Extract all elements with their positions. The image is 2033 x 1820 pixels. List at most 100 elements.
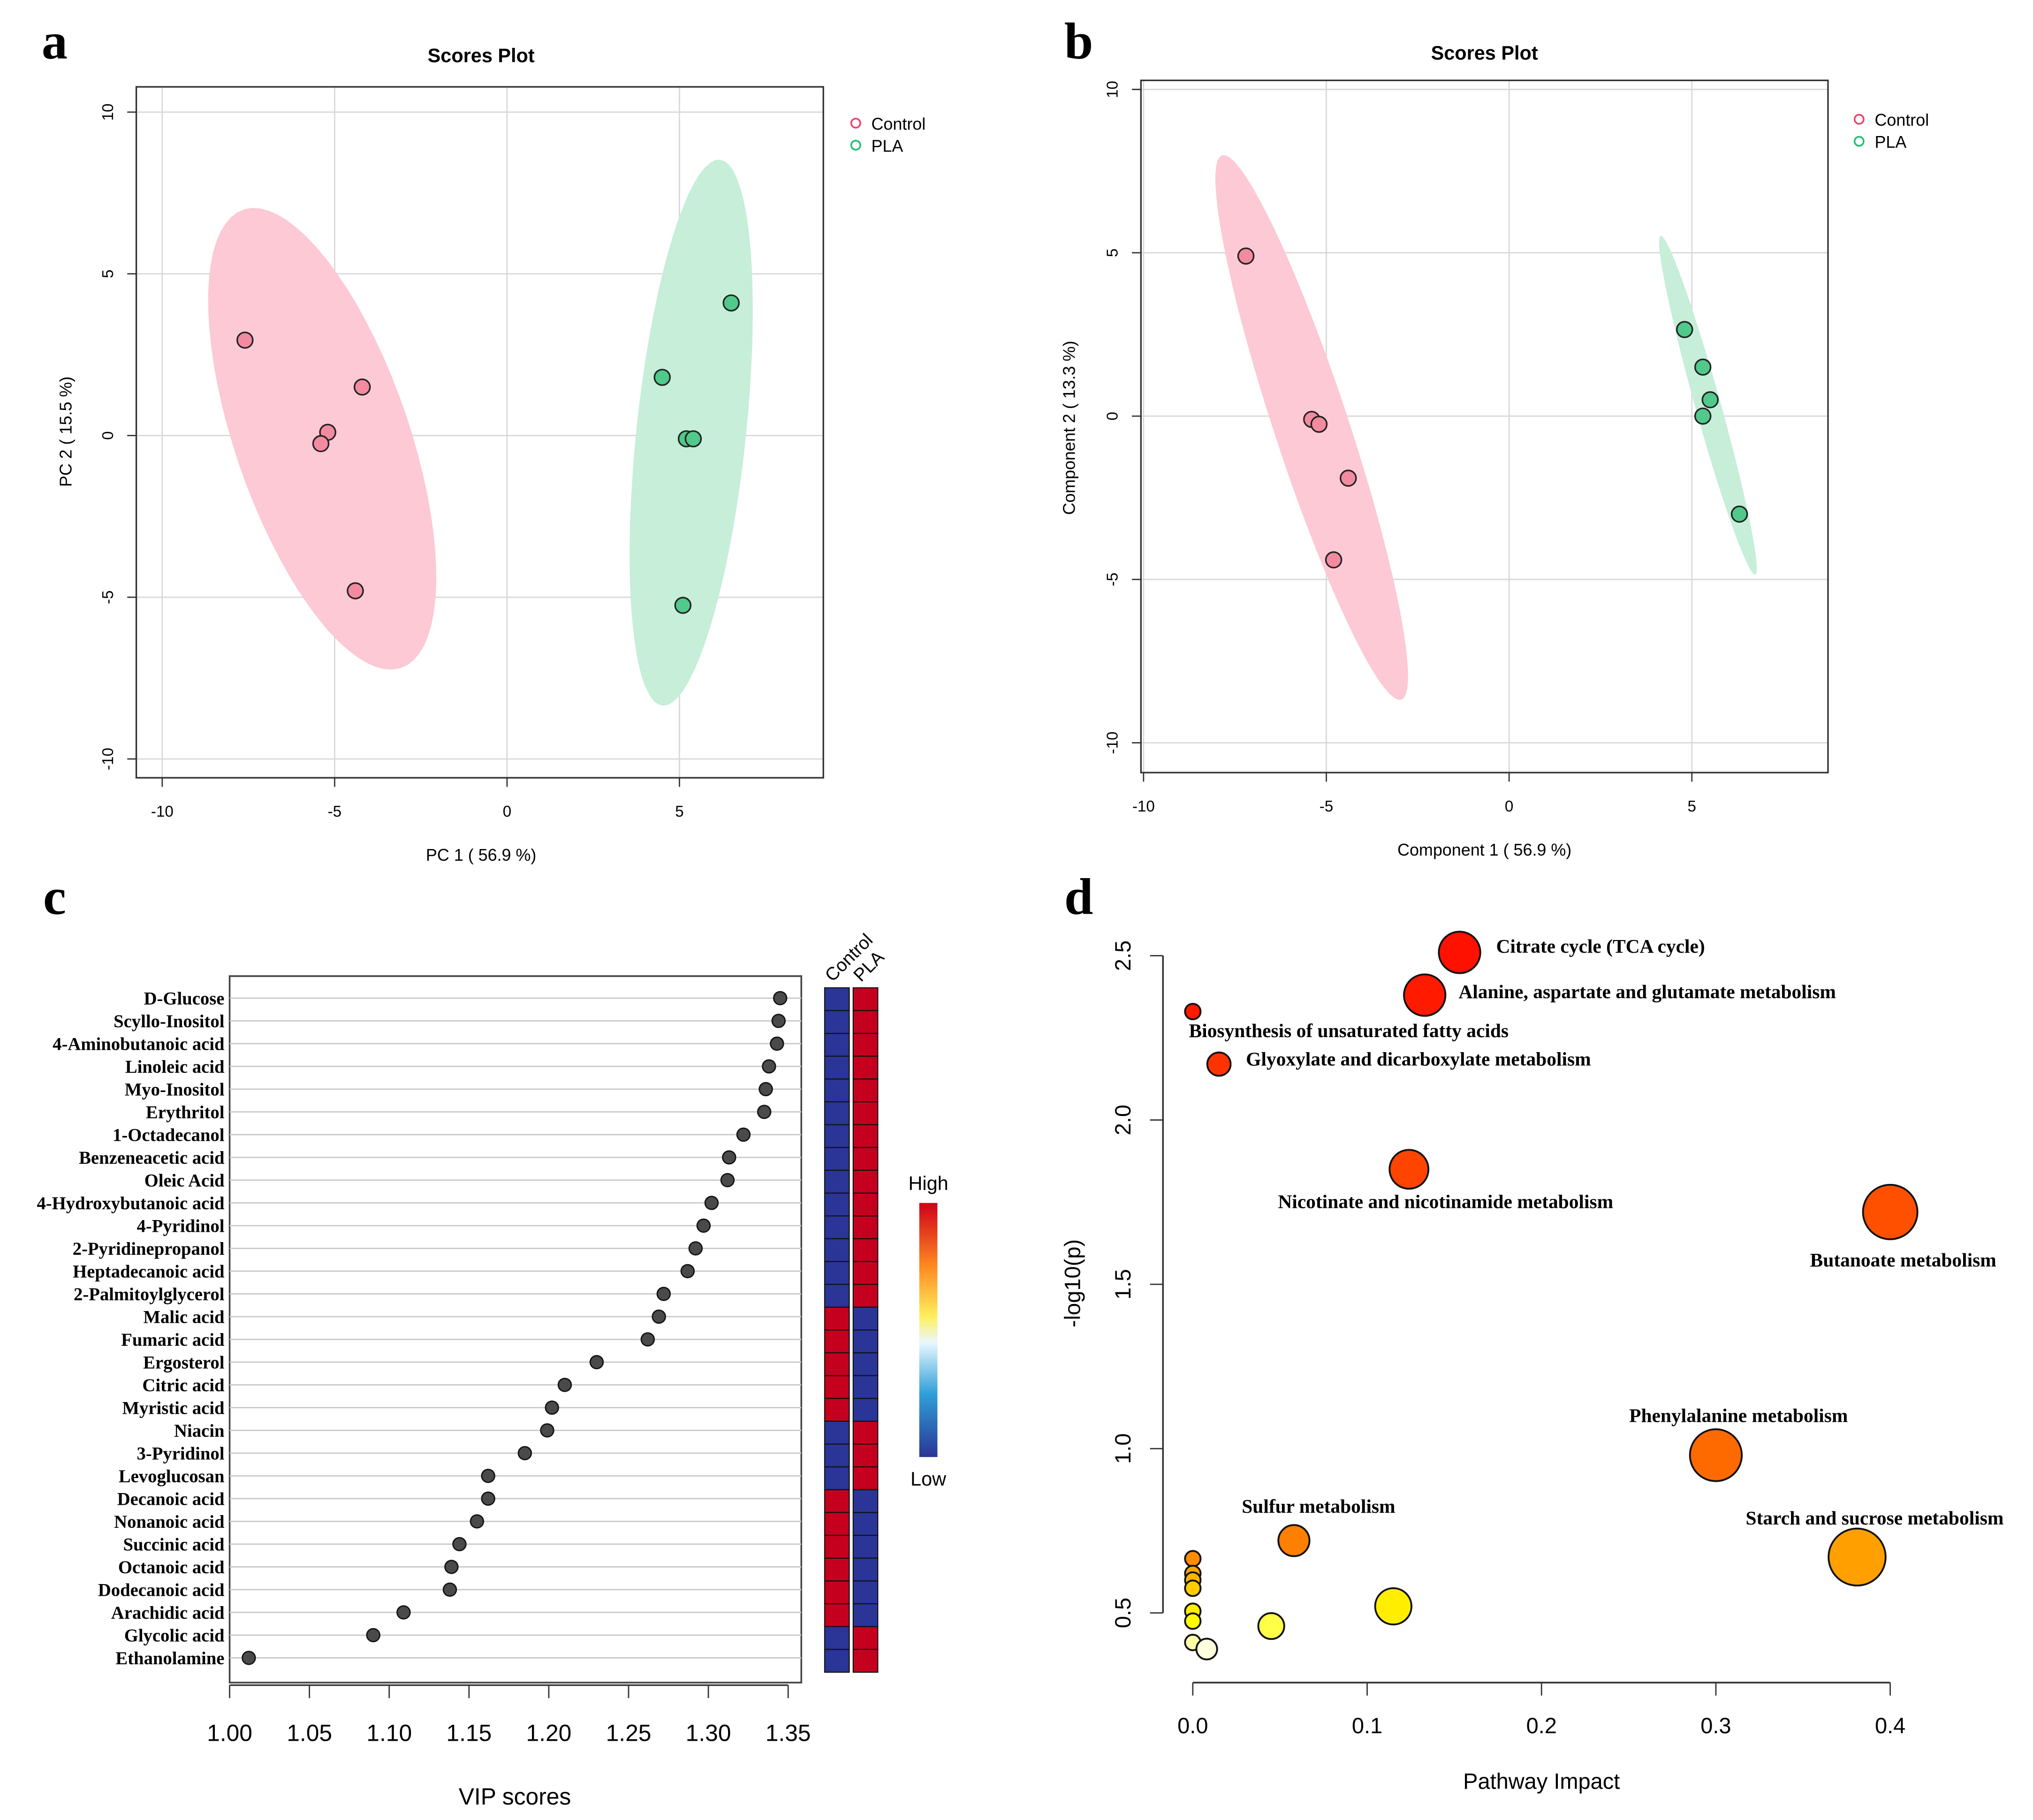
y-tick-label: 0	[99, 431, 117, 440]
heatmap-cell	[852, 1398, 879, 1422]
data-point-control	[353, 378, 371, 396]
pathway-bubble	[1438, 931, 1481, 974]
metabolite-label: Octanoic acid	[118, 1558, 225, 1577]
heatmap-cell	[824, 1649, 850, 1673]
y-axis-label: PC 2 ( 15.5 %)	[56, 377, 75, 487]
heatmap-cell	[852, 1238, 879, 1262]
pathway-bubble	[1184, 1002, 1202, 1021]
y-tick-label: 10	[99, 104, 117, 121]
pathway-bubble	[1689, 1428, 1743, 1482]
metabolite-label: Scyllo-Inositol	[114, 1012, 225, 1031]
heatmap-cell	[824, 1032, 850, 1057]
legend-label-pla: PLA	[871, 136, 903, 155]
heatmap-cell	[852, 1329, 879, 1354]
x-tick-label: 1.00	[207, 1720, 252, 1746]
x-tick-label: 0.3	[1700, 1713, 1731, 1738]
x-tick-label: -10	[1132, 798, 1155, 815]
metabolite-label: Heptadecanoic acid	[73, 1262, 225, 1282]
x-tick-label: 0.1	[1352, 1713, 1382, 1738]
metabolite-label: Fumaric acid	[121, 1330, 225, 1350]
vip-point	[704, 1196, 719, 1210]
heatmap-cell	[824, 1466, 850, 1490]
x-tick-label: 1.25	[606, 1720, 652, 1746]
vip-point	[736, 1127, 751, 1142]
data-point-control	[236, 331, 254, 349]
pathway-bubble	[1862, 1183, 1919, 1240]
metabolite-label: Glycolic acid	[124, 1626, 225, 1646]
pathway-label: Alanine, aspartate and glutamate metabol…	[1458, 981, 1836, 1002]
pathway-label: Biosynthesis of unsaturated fatty acids	[1189, 1020, 1509, 1041]
heatmap-cell	[852, 1557, 879, 1582]
chart-title: Scores Plot	[1431, 42, 1538, 64]
heatmap-cell	[824, 1443, 850, 1468]
metabolite-label: Erythritol	[146, 1103, 225, 1122]
heatmap-cell	[824, 1512, 850, 1536]
heatmap-cell	[824, 1306, 850, 1331]
x-tick-label: 1.10	[366, 1720, 412, 1746]
metabolite-label: 4-Hydroxybutanoic acid	[37, 1194, 225, 1213]
x-tick-label: 0.4	[1875, 1713, 1905, 1738]
x-tick-label: 1.15	[446, 1720, 492, 1746]
vip-point	[720, 1173, 735, 1188]
metabolite-label: Niacin	[174, 1421, 224, 1441]
heatmap-cell	[852, 1352, 879, 1376]
metabolite-label: Citric acid	[142, 1376, 225, 1395]
heatmap-cell	[824, 1078, 850, 1103]
vip-point	[481, 1491, 495, 1506]
heatmap-cell	[824, 1055, 850, 1080]
vip-point	[557, 1378, 572, 1392]
y-tick-label: 0.5	[1110, 1598, 1135, 1628]
heatmap-cell	[852, 1261, 879, 1285]
data-point-pla	[1694, 358, 1712, 376]
legend-marker-control	[850, 118, 861, 129]
vip-point	[773, 991, 788, 1006]
metabolite-label: Linoleic acid	[125, 1057, 225, 1077]
legend-label-control: Control	[871, 114, 925, 133]
heatmap-cell	[824, 1147, 850, 1171]
data-point-control	[1325, 551, 1343, 569]
x-tick-label: -5	[1320, 798, 1333, 815]
metabolite-label: 1-Octadecanol	[113, 1126, 225, 1145]
pathway-bubble	[1184, 1612, 1202, 1630]
metabolite-label: 3-Pyridinol	[137, 1444, 225, 1464]
heatmap-cell	[824, 1124, 850, 1148]
vip-point	[481, 1469, 495, 1483]
data-point-pla	[1676, 321, 1693, 338]
metabolite-label: Nonanoic acid	[114, 1512, 225, 1532]
colorbar-low-label: Low	[910, 1468, 947, 1490]
heatmap-cell	[824, 1375, 850, 1399]
data-point-control	[1310, 416, 1328, 433]
data-point-pla	[1701, 391, 1719, 409]
colorbar-high-label: High	[908, 1172, 948, 1194]
metabolite-label: Myo-Inositol	[125, 1080, 225, 1100]
vip-point	[589, 1355, 604, 1370]
panel-letter-a: a	[42, 12, 68, 69]
heatmap-cell	[852, 1580, 879, 1605]
vip-point	[696, 1218, 711, 1233]
data-point-control	[312, 435, 330, 453]
heatmap-cell	[852, 1535, 879, 1559]
legend-marker-pla	[1853, 136, 1865, 147]
y-tick-label: 5	[1104, 249, 1122, 257]
pathway-label: Nicotinate and nicotinamide metabolism	[1278, 1191, 1613, 1213]
metabolite-label: Decanoic acid	[117, 1490, 225, 1509]
data-point-pla	[674, 597, 692, 614]
heatmap-cell	[852, 1443, 879, 1468]
heatmap-cell	[824, 1603, 850, 1627]
data-point-pla	[1694, 407, 1712, 425]
panel-letter-c: c	[43, 867, 66, 925]
metabolite-label: Succinic acid	[123, 1535, 225, 1555]
heatmap-cell	[824, 1192, 850, 1217]
vip-point	[242, 1651, 256, 1665]
vip-point	[452, 1537, 467, 1552]
pathway-bubble	[1184, 1579, 1202, 1597]
x-tick-label: 5	[1688, 798, 1696, 815]
vip-point	[444, 1560, 459, 1574]
heatmap-cell	[852, 1101, 879, 1125]
vip-point	[762, 1059, 776, 1074]
heatmap-cell	[852, 1284, 879, 1308]
heatmap-cell	[824, 1284, 850, 1308]
heatmap-cell	[852, 1078, 879, 1103]
pathway-bubble	[1403, 973, 1447, 1017]
x-axis-label: VIP scores	[459, 1783, 571, 1810]
